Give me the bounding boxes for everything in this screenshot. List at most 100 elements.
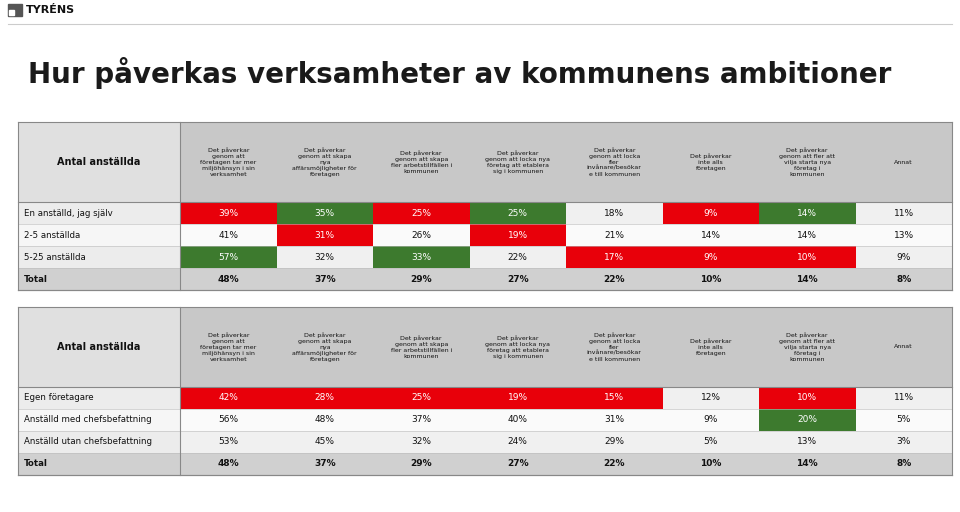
Bar [855, 387, 952, 409]
Text: 24%: 24% [508, 437, 528, 446]
Bar [662, 268, 759, 290]
Text: 14%: 14% [701, 230, 721, 240]
Text: 22%: 22% [604, 274, 625, 284]
Text: 3%: 3% [897, 437, 911, 446]
Bar [180, 268, 276, 290]
Text: 29%: 29% [604, 437, 624, 446]
Bar [759, 431, 855, 453]
Bar [373, 122, 469, 202]
Text: 14%: 14% [797, 459, 818, 468]
Bar [662, 387, 759, 409]
Bar [373, 268, 469, 290]
Text: 11%: 11% [894, 208, 914, 218]
Bar [855, 431, 952, 453]
Text: 48%: 48% [217, 274, 239, 284]
Text: Total: Total [24, 459, 48, 468]
Bar [180, 431, 276, 453]
Bar [373, 453, 469, 475]
Text: 29%: 29% [411, 274, 432, 284]
Text: 5%: 5% [704, 437, 718, 446]
Text: 9%: 9% [897, 252, 911, 262]
Bar [662, 122, 759, 202]
Bar [180, 453, 276, 475]
Bar [276, 246, 373, 268]
Bar [566, 224, 662, 246]
Text: 48%: 48% [217, 459, 239, 468]
Text: 22%: 22% [508, 252, 528, 262]
Text: 56%: 56% [218, 416, 238, 424]
Bar [759, 409, 855, 431]
Text: 22%: 22% [604, 459, 625, 468]
Text: Egen företagare: Egen företagare [24, 394, 94, 402]
Bar [180, 202, 276, 224]
Bar [373, 387, 469, 409]
Text: 19%: 19% [508, 394, 528, 402]
Bar [9, 10, 14, 15]
Text: Det påverkar
genom att
företagen tar mer
miljöhänsyn i sin
verksamhet: Det påverkar genom att företagen tar mer… [200, 332, 256, 362]
Bar [18, 453, 180, 475]
Bar [855, 224, 952, 246]
Text: 32%: 32% [411, 437, 431, 446]
Bar [18, 387, 180, 409]
Text: 25%: 25% [508, 208, 528, 218]
Bar [469, 224, 566, 246]
Text: Det påverkar
genom att locka nya
företag att etablera
sig i kommunen: Det påverkar genom att locka nya företag… [485, 335, 550, 359]
Bar [566, 409, 662, 431]
Text: 35%: 35% [315, 208, 335, 218]
Text: Anställd med chefsbefattning: Anställd med chefsbefattning [24, 416, 152, 424]
Text: Det påverkar
genom att skapa
nya
affärsmöjligheter för
företagen: Det påverkar genom att skapa nya affärsm… [293, 147, 357, 177]
Text: 15%: 15% [604, 394, 624, 402]
Bar [759, 202, 855, 224]
Text: 10%: 10% [797, 252, 817, 262]
Text: 9%: 9% [704, 208, 718, 218]
Bar [18, 307, 180, 387]
Text: 39%: 39% [218, 208, 238, 218]
Text: 8%: 8% [896, 274, 911, 284]
Bar [18, 431, 180, 453]
Bar [8, 4, 22, 16]
Text: Total: Total [24, 274, 48, 284]
Bar [469, 246, 566, 268]
Text: 45%: 45% [315, 437, 335, 446]
Bar [759, 453, 855, 475]
Bar [759, 246, 855, 268]
Bar [469, 409, 566, 431]
Text: 53%: 53% [218, 437, 238, 446]
Bar [566, 202, 662, 224]
Text: 42%: 42% [218, 394, 238, 402]
Bar [662, 202, 759, 224]
Text: Anställd utan chefsbefattning: Anställd utan chefsbefattning [24, 437, 152, 446]
Text: Det påverkar
genom att
företagen tar mer
miljöhänsyn i sin
verksamhet: Det påverkar genom att företagen tar mer… [200, 147, 256, 177]
Bar [276, 268, 373, 290]
Text: 27%: 27% [507, 459, 529, 468]
Bar [855, 246, 952, 268]
Bar [469, 431, 566, 453]
Text: 10%: 10% [797, 394, 817, 402]
Text: 26%: 26% [411, 230, 431, 240]
Text: Det påverkar
genom att locka
fler
invånare/besökar
e till kommunen: Det påverkar genom att locka fler invåna… [587, 147, 641, 177]
Bar [18, 122, 180, 202]
Bar [566, 307, 662, 387]
Text: Annat: Annat [895, 345, 913, 350]
Bar [855, 453, 952, 475]
Text: 37%: 37% [314, 274, 336, 284]
Text: Det påverkar
genom att skapa
nya
affärsmöjligheter för
företagen: Det påverkar genom att skapa nya affärsm… [293, 332, 357, 362]
Bar [276, 453, 373, 475]
Bar [566, 387, 662, 409]
Bar [373, 202, 469, 224]
Text: 25%: 25% [411, 394, 431, 402]
Text: Det påverkar
genom att skapa
fler arbetstillfällen i
kommunen: Det påverkar genom att skapa fler arbets… [391, 335, 452, 359]
Bar [276, 387, 373, 409]
Text: 25%: 25% [411, 208, 431, 218]
Text: Det påverkar
genom att locka nya
företag att etablera
sig i kommunen: Det påverkar genom att locka nya företag… [485, 150, 550, 174]
Bar [566, 246, 662, 268]
Text: 37%: 37% [314, 459, 336, 468]
Text: 57%: 57% [218, 252, 238, 262]
Text: 2-5 anställda: 2-5 anställda [24, 230, 81, 240]
Text: Det påverkar
genom att locka
fler
invånare/besökar
e till kommunen: Det påverkar genom att locka fler invåna… [587, 332, 641, 362]
Text: 13%: 13% [894, 230, 914, 240]
Text: Det påverkar
genom att skapa
fler arbetstillfällen i
kommunen: Det påverkar genom att skapa fler arbets… [391, 150, 452, 174]
Bar [759, 122, 855, 202]
Text: Det påverkar
genom att fler att
vilja starta nya
företag i
kommunen: Det påverkar genom att fler att vilja st… [780, 332, 835, 362]
Bar [18, 246, 180, 268]
